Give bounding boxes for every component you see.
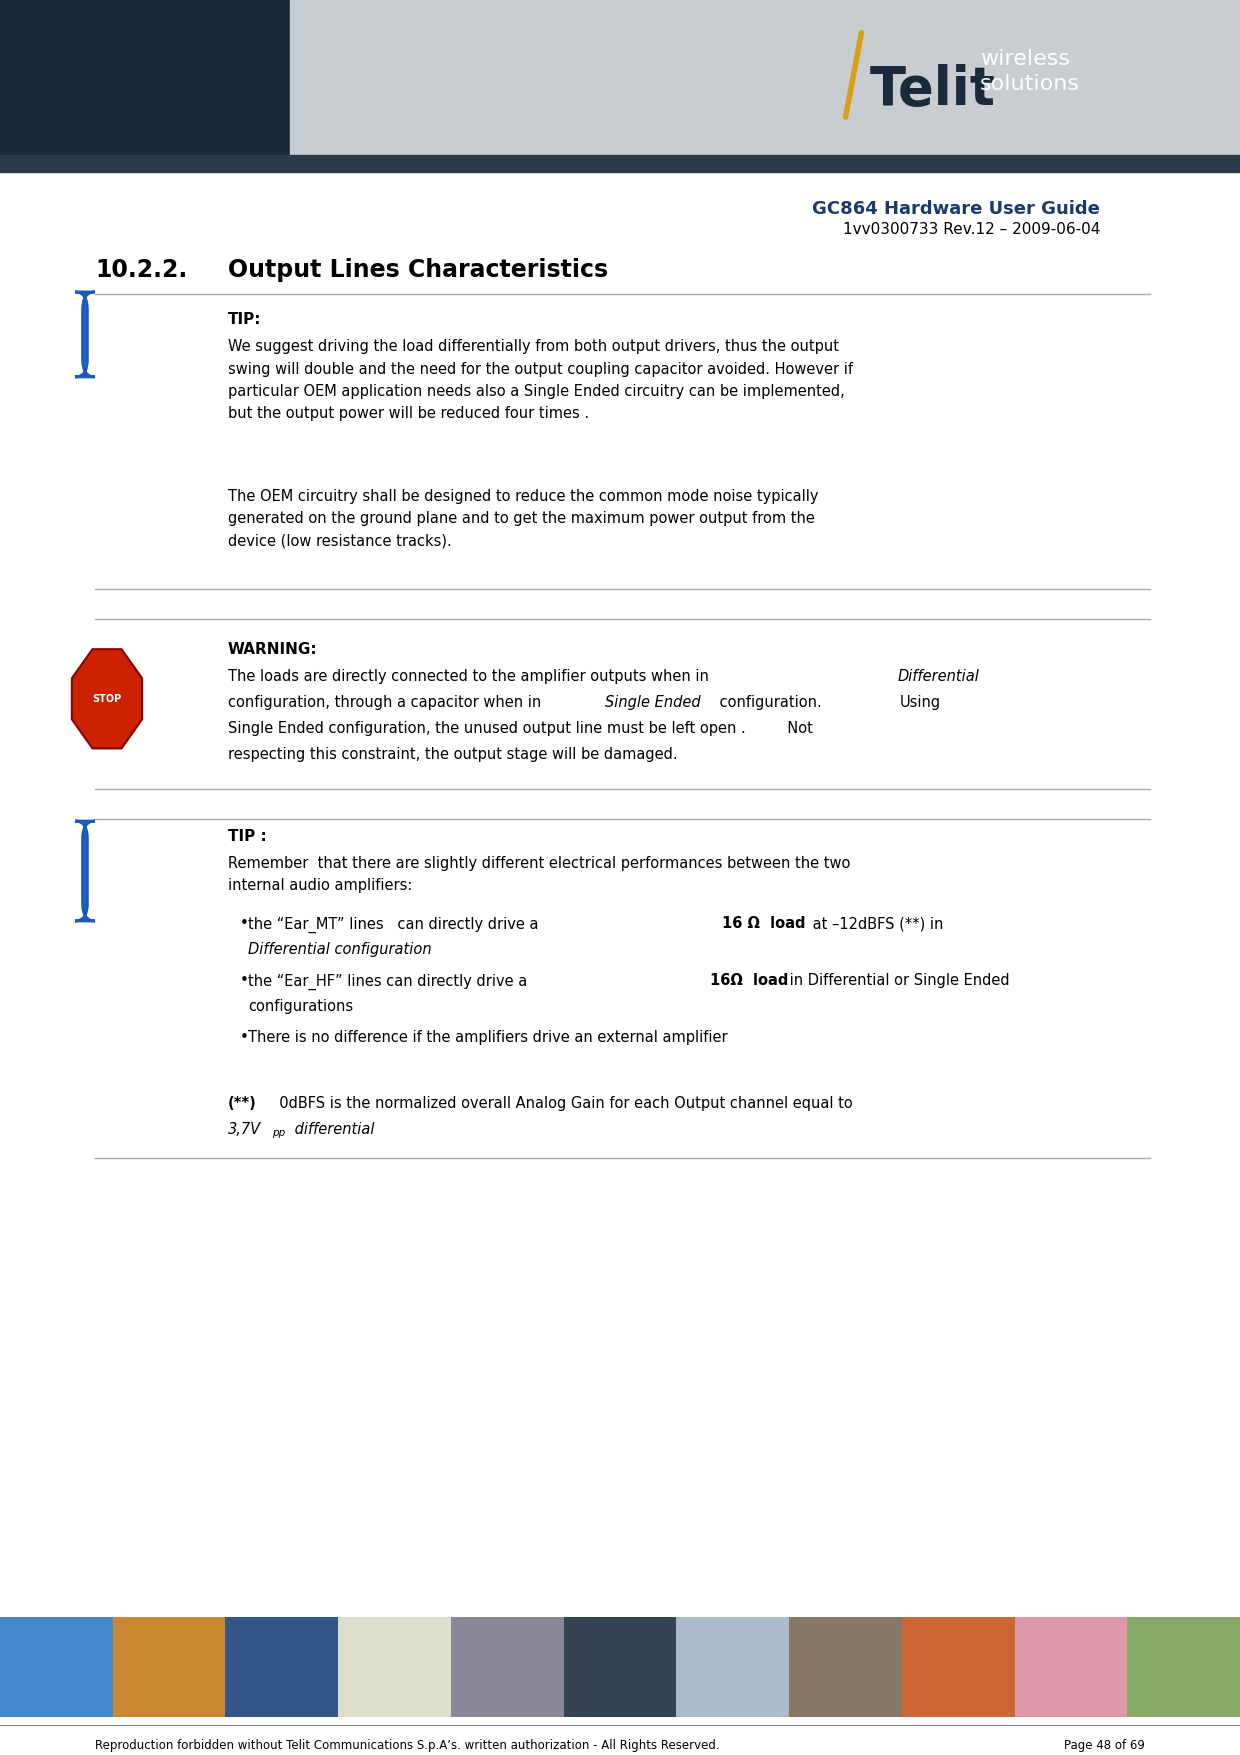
Text: Single Ended: Single Ended [605, 695, 701, 709]
Text: GC864 Hardware User Guide: GC864 Hardware User Guide [812, 200, 1100, 218]
Bar [451, 1618, 564, 1716]
Text: Telit: Telit [870, 63, 996, 116]
Text: 3,7V: 3,7V [228, 1121, 262, 1137]
Text: 16 Ω  load: 16 Ω load [722, 916, 806, 932]
Text: pp: pp [272, 1128, 285, 1137]
Text: (**): (**) [228, 1097, 257, 1111]
Text: TIP :: TIP : [228, 828, 267, 844]
Text: in Differential or Single Ended: in Differential or Single Ended [785, 974, 1009, 988]
Text: Using: Using [900, 695, 941, 709]
Bar [0, 0, 290, 170]
Text: 16Ω  load: 16Ω load [711, 974, 789, 988]
Text: i: i [102, 321, 112, 349]
Text: •: • [241, 916, 249, 932]
Polygon shape [72, 649, 143, 748]
Text: 1vv0300733 Rev.12 – 2009-06-04: 1vv0300733 Rev.12 – 2009-06-04 [843, 221, 1100, 237]
Bar [789, 1618, 901, 1716]
FancyBboxPatch shape [74, 291, 95, 377]
Text: The OEM circuitry shall be designed to reduce the common mode noise typically
ge: The OEM circuitry shall be designed to r… [228, 490, 818, 549]
Bar [676, 1618, 789, 1716]
FancyBboxPatch shape [74, 821, 95, 921]
Text: •: • [241, 974, 249, 988]
Text: There is no difference if the amplifiers drive an external amplifier: There is no difference if the amplifiers… [248, 1030, 728, 1046]
Text: 0dBFS is the normalized overall Analog Gain for each Output channel equal to: 0dBFS is the normalized overall Analog G… [270, 1097, 853, 1111]
Bar [901, 1618, 1014, 1716]
Text: the “Ear_MT” lines   can directly drive a: the “Ear_MT” lines can directly drive a [248, 916, 543, 932]
Text: 10.2.2.: 10.2.2. [95, 258, 187, 281]
Bar [1014, 1618, 1127, 1716]
Text: the “Ear_HF” lines can directly drive a: the “Ear_HF” lines can directly drive a [248, 974, 532, 990]
Text: •: • [241, 1030, 249, 1046]
Text: We suggest driving the load differentially from both output drivers, thus the ou: We suggest driving the load differential… [228, 339, 853, 421]
Bar [0, 1618, 113, 1716]
Bar [226, 1618, 339, 1716]
Bar [339, 1618, 451, 1716]
Bar [290, 0, 1240, 170]
Text: respecting this constraint, the output stage will be damaged.: respecting this constraint, the output s… [228, 746, 677, 762]
Text: Page 48 of 69: Page 48 of 69 [1064, 1739, 1145, 1751]
Text: configurations: configurations [248, 999, 353, 1014]
Text: Reproduction forbidden without Telit Communications S.p.A’s. written authorizati: Reproduction forbidden without Telit Com… [95, 1739, 719, 1751]
Text: TIP:: TIP: [228, 312, 262, 328]
Bar [564, 1618, 676, 1716]
Text: Output Lines Characteristics: Output Lines Characteristics [228, 258, 608, 281]
Bar [1127, 1618, 1240, 1716]
Text: Remember  that there are slightly different electrical performances between the : Remember that there are slightly differe… [228, 855, 851, 893]
Text: wireless
solutions: wireless solutions [980, 49, 1080, 95]
Text: at –12dBFS (**) in: at –12dBFS (**) in [808, 916, 944, 932]
Text: i: i [102, 856, 112, 885]
Text: Differential configuration: Differential configuration [248, 942, 432, 958]
Text: Single Ended configuration, the unused output line must be left open .         N: Single Ended configuration, the unused o… [228, 721, 813, 735]
Text: STOP: STOP [92, 693, 122, 704]
Text: configuration, through a capacitor when in: configuration, through a capacitor when … [228, 695, 546, 709]
Bar [113, 1618, 226, 1716]
Text: differential: differential [290, 1121, 374, 1137]
Text: Differential: Differential [898, 669, 980, 684]
Text: WARNING:: WARNING: [228, 642, 317, 656]
Text: configuration.: configuration. [715, 695, 822, 709]
Text: The loads are directly connected to the amplifier outputs when in: The loads are directly connected to the … [228, 669, 713, 684]
Bar [0, 154, 1240, 172]
